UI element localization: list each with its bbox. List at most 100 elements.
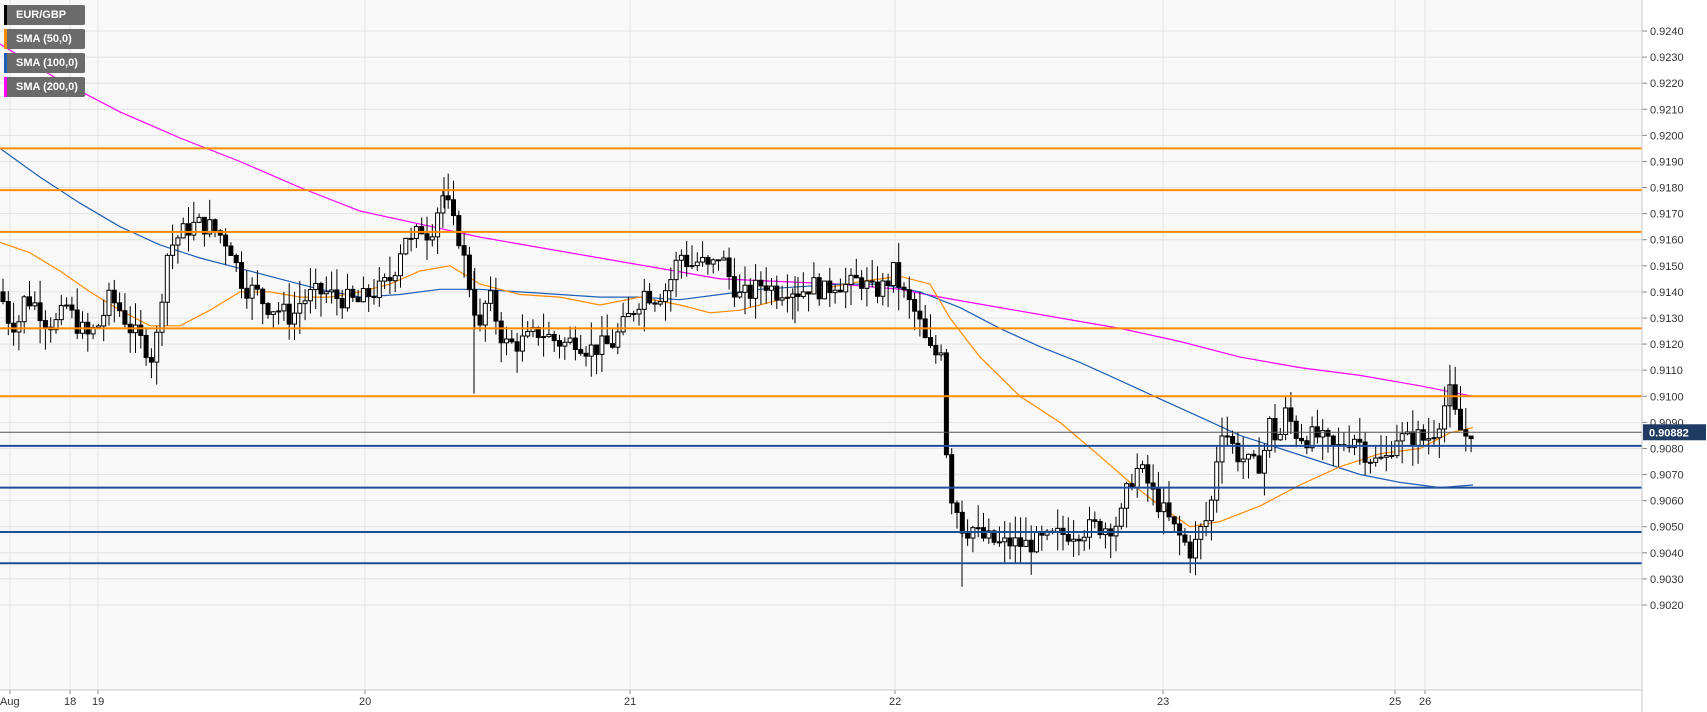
candle-body [1087, 519, 1092, 538]
candle-body [705, 256, 711, 265]
candle [541, 313, 547, 357]
candle-body [58, 305, 64, 321]
candle [1420, 424, 1426, 446]
time-axis: Aug 18 19 20 21 22 23 25 26 [0, 690, 1431, 708]
candle-body [726, 257, 732, 278]
candle [933, 335, 939, 364]
candle-body [302, 300, 308, 305]
candle-body [1431, 437, 1437, 440]
candle-body [355, 296, 361, 303]
candle-body [254, 284, 260, 290]
candle-body [1256, 455, 1262, 474]
candle-body [42, 320, 48, 328]
candle [16, 315, 22, 351]
candle [1251, 450, 1257, 459]
candle-body [1283, 407, 1289, 435]
candle-body [1304, 440, 1310, 449]
x-tick-label: 18 [64, 696, 76, 708]
candle-body [663, 290, 668, 303]
candle [737, 274, 743, 299]
candle-body [885, 280, 891, 286]
candle [58, 295, 64, 326]
candle [567, 326, 573, 345]
x-tick-label: 21 [624, 696, 636, 708]
candle [599, 316, 605, 373]
candle [901, 282, 907, 298]
candle-body [1187, 541, 1193, 559]
candle [1463, 408, 1469, 452]
candle [705, 255, 711, 275]
candle-body [456, 215, 462, 247]
candle [1097, 518, 1103, 539]
candle [398, 244, 403, 288]
candle-body [191, 221, 197, 236]
candle-body [747, 284, 753, 299]
candle [1389, 441, 1395, 459]
candle [1272, 403, 1278, 453]
candle-body [196, 216, 202, 223]
candle-body [864, 280, 870, 289]
candle-body [625, 313, 631, 318]
candle-body [758, 279, 764, 287]
candle [1177, 515, 1183, 556]
candle [636, 303, 642, 326]
y-tick-label: 0.9210 [1650, 104, 1684, 116]
candle-body [901, 286, 907, 291]
candle-body [996, 541, 1002, 544]
candle [610, 329, 615, 349]
legend-item-eurgbp[interactable]: EUR/GBP [4, 5, 85, 25]
legend-item-sma50[interactable]: SMA (50,0) [4, 29, 85, 49]
candle [223, 228, 229, 265]
candle [996, 526, 1002, 547]
candle-body [37, 302, 43, 322]
candle-body [488, 290, 494, 304]
candle-body [875, 281, 880, 297]
candle-body [329, 289, 335, 293]
candle [763, 267, 769, 304]
legend-swatch-eurgbp [4, 5, 7, 25]
candle-body [731, 276, 737, 298]
candle-body [376, 280, 382, 298]
candle-body [769, 285, 774, 291]
candle-body [784, 296, 790, 299]
legend-item-sma100[interactable]: SMA (100,0) [4, 53, 85, 73]
candle-body [1081, 536, 1087, 542]
candle-body [1410, 431, 1416, 446]
candle-body [1177, 523, 1183, 536]
candle [779, 285, 785, 306]
candle [1155, 471, 1161, 519]
candle-body [445, 195, 451, 201]
candle-body [164, 254, 170, 303]
candle-body [1293, 420, 1299, 439]
candle-body [1272, 417, 1278, 441]
candle [0, 278, 6, 305]
candle-body [366, 288, 372, 298]
candle-body [1458, 408, 1463, 431]
candle-body [599, 335, 605, 355]
candle [196, 213, 202, 224]
candle [143, 327, 149, 366]
candle-body [170, 244, 176, 256]
candle-body [323, 291, 329, 295]
candle-body [1161, 502, 1167, 513]
candle [551, 330, 557, 352]
y-tick-label: 0.9070 [1650, 470, 1684, 482]
candle-body [1071, 538, 1077, 542]
plot-background [0, 0, 1642, 690]
candle [912, 292, 918, 331]
legend-item-sma200[interactable]: SMA (200,0) [4, 77, 85, 97]
candle-body [588, 344, 594, 357]
candle-body [636, 308, 642, 315]
candle [339, 289, 345, 319]
candle-body [440, 195, 446, 214]
candle-body [16, 321, 22, 333]
candle-body [1426, 438, 1432, 441]
candle [1320, 419, 1326, 461]
candle [827, 267, 833, 307]
candle [1187, 535, 1193, 574]
candle [625, 296, 631, 318]
candle [1214, 445, 1220, 513]
candle-body [721, 257, 727, 261]
candle-body [1288, 407, 1294, 422]
